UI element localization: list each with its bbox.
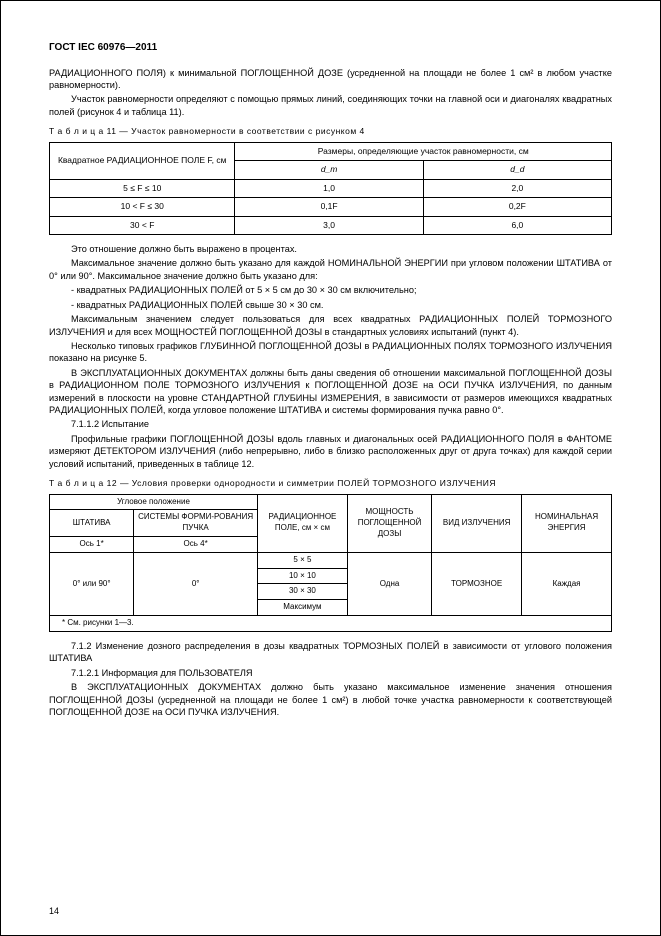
t12-cell: Каждая [522,552,612,615]
t11-group-header: Размеры, определяющие участок равномерно… [235,142,612,160]
t11-cell: 3,0 [235,216,423,234]
t11-cell: 0,2F [423,198,611,216]
t12-ax1: Ось 1* [50,537,134,553]
t12-cell: 30 × 30 [257,584,347,600]
paragraph: В ЭКСПЛУАТАЦИОННЫХ ДОКУМЕНТАХ должны быт… [49,367,612,417]
t11-cell: 2,0 [423,179,611,197]
t12-note: * См. рисунки 1—3. [50,616,612,632]
t12-group-header: Угловое положение [50,494,258,510]
t12-cell: 10 × 10 [257,568,347,584]
t12-cell: Максимум [257,600,347,616]
t11-cell: 0,1F [235,198,423,216]
t12-h4: МОЩНОСТЬ ПОГЛОЩЕННОЙ ДОЗЫ [347,494,431,552]
t11-cell: 10 < F ≤ 30 [50,198,235,216]
t12-ax2: Ось 4* [134,537,258,553]
paragraph: Профильные графики ПОГЛОЩЕННОЙ ДОЗЫ вдол… [49,433,612,470]
table-caption: Т а б л и ц а 12 — Условия проверки одно… [49,478,612,489]
t11-cell: 1,0 [235,179,423,197]
paragraph: Это отношение должно быть выражено в про… [49,243,612,255]
paragraph: - квадратных РАДИАЦИОННЫХ ПОЛЕЙ свыше 30… [49,299,612,311]
paragraph: Участок равномерности определяют с помощ… [49,93,612,118]
t12-cell: 5 × 5 [257,552,347,568]
t11-cell: 5 ≤ F ≤ 10 [50,179,235,197]
paragraph: Максимальное значение должно быть указан… [49,257,612,282]
t12-h6: НОМИНАЛЬНАЯ ЭНЕРГИЯ [522,494,612,552]
table-12: Угловое положение РАДИАЦИОННОЕ ПОЛЕ, см … [49,494,612,632]
paragraph: Максимальным значением следует пользоват… [49,313,612,338]
paragraph: 7.1.2.1 Информация для ПОЛЬЗОВАТЕЛЯ [49,667,612,679]
t12-cell: 0° или 90° [50,552,134,615]
t12-cell: ТОРМОЗНОЕ [432,552,522,615]
t12-h1: ШТАТИВА [50,510,134,537]
section-heading: 7.1.1.2 Испытание [49,418,612,430]
paragraph: - квадратных РАДИАЦИОННЫХ ПОЛЕЙ от 5 × 5… [49,284,612,296]
t12-h5: ВИД ИЗЛУЧЕНИЯ [432,494,522,552]
paragraph: Несколько типовых графиков ГЛУБИННОЙ ПОГ… [49,340,612,365]
t12-cell: Одна [347,552,431,615]
page-number: 14 [49,905,59,917]
document-page: ГОСТ IEC 60976—2011 РАДИАЦИОННОГО ПОЛЯ) … [0,0,661,936]
t11-sub2: d_d [423,161,611,179]
table-caption: Т а б л и ц а 11 — Участок равномерности… [49,126,612,137]
t12-h3: РАДИАЦИОННОЕ ПОЛЕ, см × см [257,494,347,552]
paragraph: 7.1.2 Изменение дозного распределения в … [49,640,612,665]
t12-h2: СИСТЕМЫ ФОРМИ-РОВАНИЯ ПУЧКА [134,510,258,537]
table-11: Квадратное РАДИАЦИОННОЕ ПОЛЕ F, см Разме… [49,142,612,235]
t11-sub1: d_m [235,161,423,179]
t11-cell: 30 < F [50,216,235,234]
t11-cell: 6,0 [423,216,611,234]
t12-cell: 0° [134,552,258,615]
t11-col1-header: Квадратное РАДИАЦИОННОЕ ПОЛЕ F, см [50,142,235,179]
paragraph: В ЭКСПЛУАТАЦИОННЫХ ДОКУМЕНТАХ должно быт… [49,681,612,718]
paragraph: РАДИАЦИОННОГО ПОЛЯ) к минимальной ПОГЛОЩ… [49,67,612,92]
doc-header: ГОСТ IEC 60976—2011 [49,41,612,55]
